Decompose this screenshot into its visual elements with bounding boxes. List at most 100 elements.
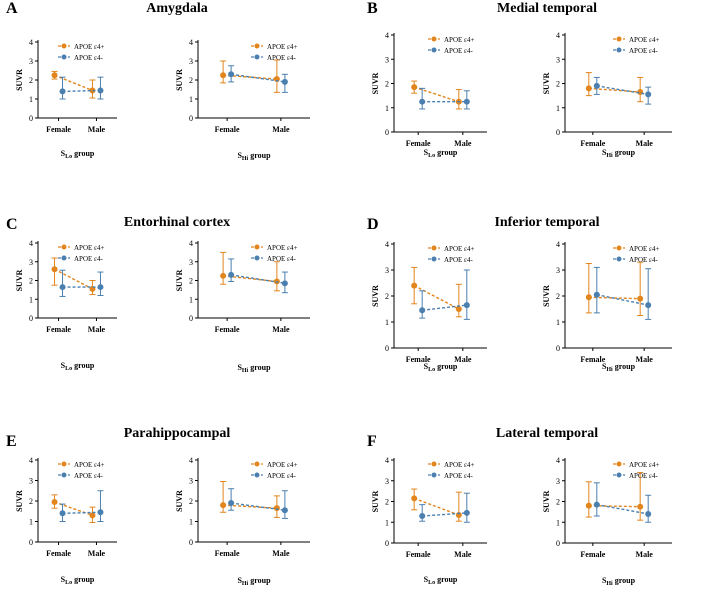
panel-label: D: [367, 216, 379, 233]
data-point: [411, 84, 418, 91]
x-tick-label: Female: [580, 139, 605, 148]
y-tick-label: 3: [385, 55, 389, 64]
series-apoe4-pos: [411, 488, 462, 522]
legend-item: APOE ε4+: [58, 43, 104, 51]
legend-item: APOE ε4-: [613, 256, 658, 264]
series-line: [54, 74, 93, 92]
y-tick-label: 3: [29, 258, 33, 267]
legend-marker: [616, 245, 622, 251]
x-tick-label: Female: [406, 355, 431, 364]
legend-label: APOE ε4+: [267, 43, 297, 51]
y-axis-label: SUVR: [175, 269, 184, 291]
x-tick-label: Female: [580, 550, 605, 559]
legend-marker: [431, 461, 437, 467]
legend-marker: [616, 461, 622, 467]
data-point: [593, 82, 600, 89]
y-tick-label: 4: [189, 456, 193, 465]
y-tick-label: 3: [189, 57, 193, 66]
legend-label: APOE ε4+: [629, 461, 659, 469]
data-point: [585, 85, 592, 92]
x-axis-label: SHi group: [237, 363, 271, 374]
legend-label: APOE ε4-: [444, 47, 473, 55]
data-point: [585, 502, 592, 509]
legend-marker: [431, 472, 437, 478]
series-apoe4-neg: [228, 488, 288, 519]
data-point: [585, 294, 592, 301]
y-tick-label: 2: [385, 80, 389, 89]
series-apoe4-pos: [411, 266, 462, 318]
legend-marker: [431, 256, 437, 262]
y-tick-label: 0: [385, 539, 389, 548]
legend-item: APOE ε4+: [428, 36, 474, 44]
legend-item: APOE ε4+: [58, 461, 104, 469]
y-tick-label: 3: [556, 266, 560, 275]
data-point: [281, 78, 288, 85]
panel-f: F Lateral temporal 0 1 2 3 4 SUVR Female Male SLo …: [367, 426, 672, 587]
y-tick-label: 2: [189, 76, 193, 85]
x-tick-label: Male: [454, 550, 472, 559]
data-point: [59, 88, 66, 95]
data-point: [593, 291, 600, 298]
legend-marker: [254, 255, 260, 261]
series-apoe4-neg: [593, 76, 652, 105]
y-tick-label: 1: [29, 518, 33, 527]
x-axis-label: SLo group: [424, 575, 458, 586]
series-line: [422, 512, 467, 517]
legend-marker: [616, 472, 622, 478]
x-tick-label: Male: [454, 139, 472, 148]
legend-item: APOE ε4-: [58, 54, 103, 62]
panel-e: E Parahippocampal 0 1 2 3 4 SUVR Female Male SLo g…: [6, 426, 310, 587]
series-apoe4-pos: [585, 261, 644, 316]
legend-item: APOE ε4-: [428, 256, 473, 264]
legend-item: APOE ε4+: [613, 461, 659, 469]
y-tick-label: 1: [385, 518, 389, 527]
y-tick-label: 2: [29, 277, 33, 286]
legend-marker: [431, 36, 437, 42]
series-apoe4-neg: [419, 87, 470, 110]
y-axis-label: SUVR: [371, 285, 380, 307]
x-tick-label: Male: [636, 355, 654, 364]
legend-marker: [254, 54, 260, 60]
legend-label: APOE ε4+: [267, 461, 297, 469]
legend-label: APOE ε4-: [267, 472, 296, 480]
series-line: [588, 504, 641, 508]
data-point: [637, 503, 644, 510]
legend-label: APOE ε4+: [444, 245, 474, 253]
x-axis-label: SLo group: [61, 575, 95, 586]
legend-item: APOE ε4+: [251, 244, 297, 252]
legend-item: APOE ε4+: [428, 245, 474, 253]
data-point: [281, 507, 288, 514]
x-tick-label: Female: [580, 355, 605, 364]
legend-item: APOE ε4+: [251, 43, 297, 51]
series-line: [231, 274, 285, 285]
y-tick-label: 2: [556, 498, 560, 507]
y-tick-label: 0: [189, 538, 193, 547]
series-apoe4-pos: [585, 471, 644, 521]
legend-marker: [254, 244, 260, 250]
y-axis-label: SUVR: [15, 269, 24, 291]
legend-label: APOE ε4+: [444, 36, 474, 44]
series-apoe4-neg: [419, 492, 470, 523]
y-tick-label: 0: [556, 539, 560, 548]
x-tick-label: Female: [215, 549, 240, 558]
x-tick-label: Male: [636, 550, 654, 559]
data-point: [97, 87, 104, 94]
x-tick-label: Male: [454, 355, 472, 364]
y-tick-label: 2: [189, 277, 193, 286]
y-axis-label: SUVR: [15, 490, 24, 512]
legend-item: APOE ε4+: [613, 36, 659, 44]
y-tick-label: 4: [556, 31, 560, 40]
legend-marker: [616, 256, 622, 262]
y-tick-label: 3: [29, 477, 33, 486]
y-tick-label: 0: [189, 114, 193, 123]
y-tick-label: 2: [385, 292, 389, 301]
panel-label: F: [367, 433, 377, 450]
panel-label: A: [6, 0, 18, 17]
data-point: [59, 284, 66, 291]
y-tick-label: 0: [189, 314, 193, 323]
